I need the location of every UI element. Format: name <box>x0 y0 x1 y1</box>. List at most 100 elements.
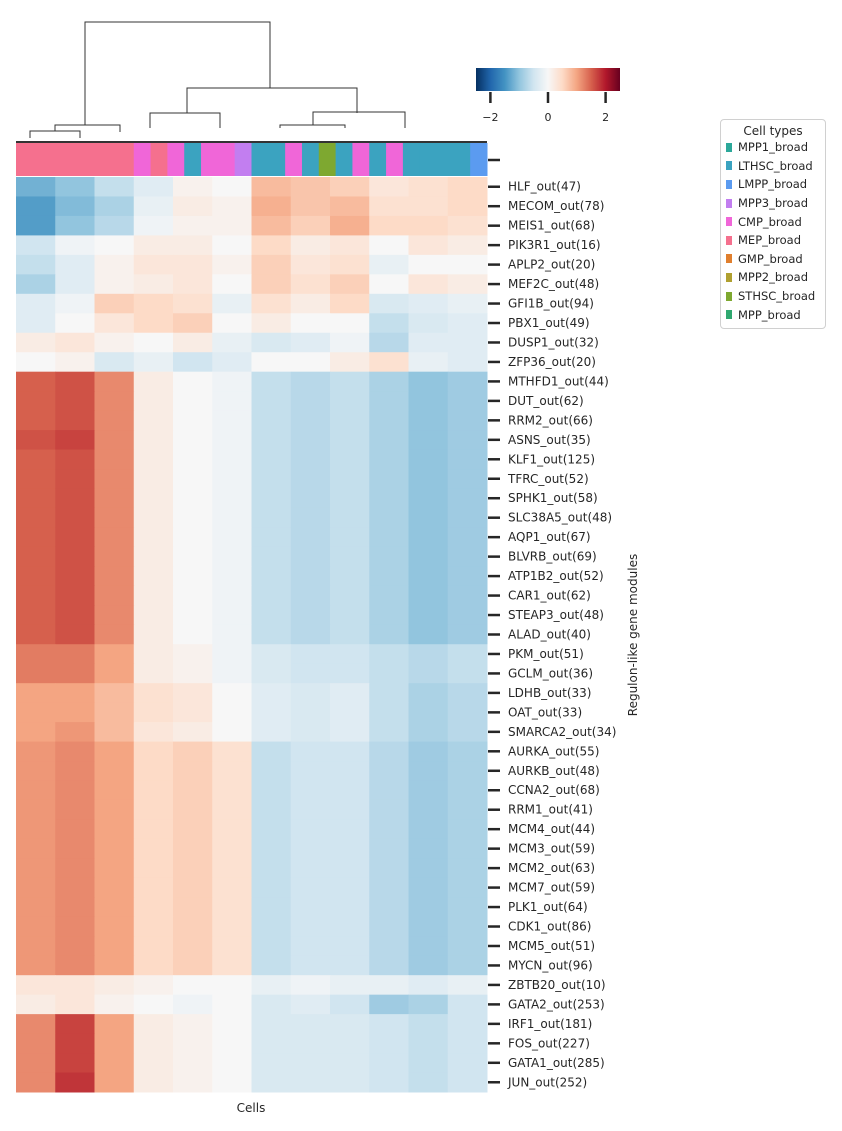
heatmap-cell <box>16 449 56 470</box>
heatmap-cell <box>251 975 292 996</box>
heatmap-cell <box>290 799 331 820</box>
heatmap-cell <box>290 332 331 353</box>
legend-item: GMP_broad <box>721 250 825 269</box>
heatmap-cell <box>55 761 95 782</box>
heatmap-cell <box>94 293 135 314</box>
annotation-cell <box>285 143 303 176</box>
heatmap-cell <box>330 605 370 626</box>
heatmap-cell <box>251 332 292 353</box>
heatmap-cell <box>55 527 95 548</box>
heatmap-cell <box>330 644 370 665</box>
heatmap-cell <box>94 1033 135 1054</box>
heatmap-cell <box>173 994 213 1015</box>
heatmap-cell <box>447 546 488 567</box>
heatmap-cell <box>55 605 95 626</box>
heatmap-cells <box>16 177 488 1093</box>
heatmap-cell <box>16 799 56 820</box>
row-label: APLP2_out(20) <box>508 258 595 272</box>
annotation-cell <box>352 143 370 176</box>
heatmap-cell <box>290 1053 331 1074</box>
heatmap-cell <box>212 332 252 353</box>
heatmap-cell <box>369 877 409 898</box>
heatmap-cell <box>16 1033 56 1054</box>
legend-swatch <box>726 217 732 227</box>
row-label: SMARCA2_out(34) <box>508 725 616 739</box>
heatmap-cell <box>173 761 213 782</box>
heatmap-cell <box>408 1053 449 1074</box>
heatmap-cell <box>16 566 56 587</box>
heatmap-cell <box>369 1053 409 1074</box>
row-label: DUSP1_out(32) <box>508 335 599 349</box>
heatmap-cell <box>173 741 213 762</box>
heatmap-cell <box>290 1033 331 1054</box>
heatmap-cell <box>369 1014 409 1035</box>
heatmap-cell <box>94 1072 135 1093</box>
heatmap-cell <box>330 196 370 217</box>
heatmap-cell <box>447 761 488 782</box>
heatmap-cell <box>251 605 292 626</box>
heatmap-cell <box>133 663 174 684</box>
heatmap-cell <box>173 546 213 567</box>
heatmap-cell <box>369 352 409 373</box>
heatmap-cell <box>173 916 213 937</box>
heatmap-cell <box>447 235 488 256</box>
heatmap-cell <box>16 410 56 431</box>
heatmap-cell <box>447 449 488 470</box>
heatmap-cell <box>94 644 135 665</box>
heatmap-cell <box>369 994 409 1015</box>
heatmap-cell <box>408 430 449 451</box>
heatmap-cell <box>94 702 135 723</box>
heatmap-cell <box>290 858 331 879</box>
heatmap-cell <box>330 780 370 801</box>
heatmap-cell <box>408 352 449 373</box>
heatmap-cell <box>173 371 213 392</box>
heatmap-cell <box>330 1053 370 1074</box>
heatmap-cell <box>251 702 292 723</box>
legend-swatch <box>726 198 732 208</box>
heatmap-cell <box>330 663 370 684</box>
heatmap-cell <box>16 1053 56 1074</box>
legend-label: MPP1_broad <box>738 140 809 155</box>
row-label: ASNS_out(35) <box>508 433 591 447</box>
heatmap-cell <box>212 215 252 236</box>
heatmap-cell <box>290 683 331 704</box>
heatmap-cell <box>55 177 95 197</box>
heatmap-cell <box>408 488 449 509</box>
heatmap-cell <box>212 877 252 898</box>
heatmap-cell <box>369 177 409 197</box>
heatmap-cell <box>212 838 252 859</box>
heatmap-cell <box>369 196 409 217</box>
annotation-cell <box>217 143 236 176</box>
legend-swatch <box>726 272 732 282</box>
heatmap-cell <box>290 313 331 334</box>
heatmap-cell <box>133 527 174 548</box>
heatmap-cell <box>212 1072 252 1093</box>
annotation-cell <box>49 143 67 176</box>
heatmap-cell <box>94 449 135 470</box>
heatmap-cell <box>408 391 449 412</box>
heatmap-cell <box>133 215 174 236</box>
heatmap-cell <box>55 916 95 937</box>
heatmap-cell <box>94 215 135 236</box>
heatmap-cell <box>251 274 292 295</box>
heatmap-cell <box>133 644 174 665</box>
heatmap-cell <box>16 683 56 704</box>
heatmap-cell <box>173 936 213 957</box>
annotation-cell <box>16 143 34 176</box>
heatmap-cell <box>173 527 213 548</box>
legend-swatch <box>726 142 732 152</box>
heatmap-cell <box>330 293 370 314</box>
heatmap-cell <box>408 605 449 626</box>
heatmap-cell <box>16 1072 56 1093</box>
heatmap-cell <box>16 488 56 509</box>
heatmap-cell <box>290 605 331 626</box>
heatmap-cell <box>55 332 95 353</box>
heatmap-cell <box>369 799 409 820</box>
heatmap-cell <box>212 644 252 665</box>
heatmap-cell <box>330 430 370 451</box>
heatmap-cell <box>369 546 409 567</box>
heatmap-cell <box>408 313 449 334</box>
colorbar: −2 0 2 <box>476 68 620 124</box>
heatmap-cell <box>173 722 213 743</box>
y-axis-label: Regulon-like gene modules <box>626 554 640 716</box>
